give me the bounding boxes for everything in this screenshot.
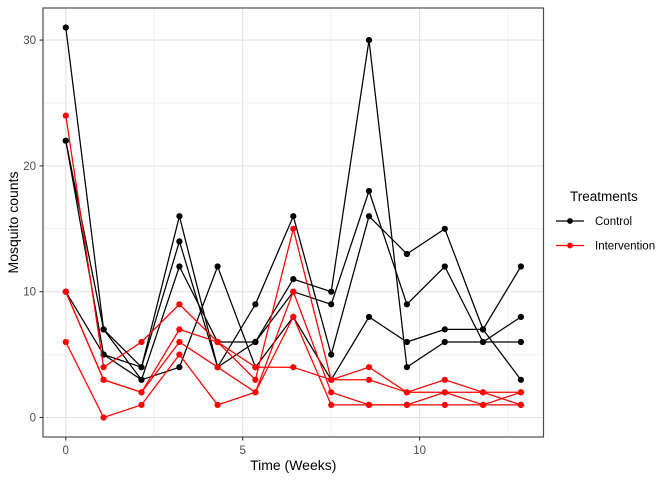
legend-label: Control <box>595 216 632 228</box>
data-point-control <box>403 250 410 258</box>
data-point-intervention <box>100 364 107 371</box>
data-point-control <box>176 364 183 371</box>
data-point-intervention <box>138 389 145 396</box>
data-point-control <box>176 213 183 220</box>
data-point-intervention <box>479 401 487 408</box>
data-point-control <box>517 263 525 270</box>
data-point-intervention <box>214 364 221 371</box>
data-point-control <box>138 364 145 371</box>
data-point-control <box>328 301 335 308</box>
data-point-intervention <box>252 364 259 371</box>
data-point-intervention <box>252 389 259 396</box>
data-point-intervention <box>290 313 297 320</box>
data-point-control <box>290 213 297 220</box>
data-point-control <box>479 326 487 333</box>
data-point-control <box>403 338 410 346</box>
data-point-intervention <box>176 301 183 308</box>
data-point-intervention <box>441 389 448 396</box>
data-point-intervention <box>214 338 221 346</box>
y-axis-tick-label: 0 <box>30 413 36 425</box>
data-point-intervention <box>252 376 259 383</box>
data-point-intervention <box>290 288 297 295</box>
data-point-intervention <box>138 401 145 408</box>
data-point-intervention <box>62 338 69 346</box>
data-point-control <box>517 376 525 383</box>
data-point-control <box>365 37 373 44</box>
legend-entry-control <box>556 218 584 224</box>
data-point-intervention <box>441 376 448 383</box>
data-point-control <box>252 338 259 346</box>
data-point-intervention <box>176 338 183 346</box>
legend-title: Treatments <box>570 189 638 204</box>
data-point-control <box>517 313 525 320</box>
y-axis-tick-label: 20 <box>23 161 36 173</box>
data-point-intervention <box>290 225 297 232</box>
data-point-control <box>100 326 107 333</box>
data-point-control <box>441 338 448 346</box>
data-point-control <box>252 301 259 308</box>
legend-entry-intervention <box>556 242 584 249</box>
data-point-intervention <box>441 401 448 408</box>
data-point-control <box>62 24 69 31</box>
data-point-control <box>517 338 525 346</box>
data-point-intervention <box>517 389 525 396</box>
data-point-intervention <box>365 364 373 371</box>
data-point-intervention <box>479 389 487 396</box>
data-point-intervention <box>328 401 335 408</box>
y-axis-tick-label: 30 <box>23 35 36 47</box>
data-point-intervention <box>290 364 297 371</box>
data-point-intervention <box>62 112 69 119</box>
data-point-intervention <box>138 338 145 346</box>
y-axis-tick-label: 10 <box>23 287 36 299</box>
x-axis-tick-label: 10 <box>413 445 426 457</box>
data-point-control <box>328 288 335 295</box>
data-point-intervention <box>365 401 373 408</box>
data-point-control <box>365 213 373 220</box>
data-point-intervention <box>517 401 525 408</box>
data-point-intervention <box>62 288 69 295</box>
data-point-control <box>365 313 373 320</box>
data-point-control <box>138 376 145 383</box>
data-point-intervention <box>403 401 410 408</box>
data-point-control <box>479 338 487 346</box>
data-point-control <box>62 137 69 144</box>
data-point-control <box>176 263 183 270</box>
data-point-intervention <box>176 351 183 358</box>
legend-label: Intervention <box>595 241 655 253</box>
data-point-control <box>328 351 335 358</box>
data-point-intervention <box>176 326 183 333</box>
data-point-control <box>365 187 373 195</box>
x-axis-tick-label: 0 <box>63 445 69 457</box>
x-axis-title: Time (Weeks) <box>250 457 336 473</box>
data-point-control <box>214 263 221 270</box>
data-point-control <box>403 364 410 371</box>
plot-panel <box>43 8 544 437</box>
legend-key-point <box>567 242 573 249</box>
data-point-control <box>441 326 448 333</box>
data-point-intervention <box>403 389 410 396</box>
panel-border <box>42 7 545 438</box>
legend-key-point <box>567 218 573 224</box>
y-axis-title: Mosquito counts <box>5 172 21 274</box>
data-point-control <box>176 238 183 245</box>
data-point-intervention <box>365 376 373 383</box>
data-point-intervention <box>100 376 107 383</box>
data-point-control <box>290 276 297 283</box>
x-axis-tick-label: 5 <box>239 445 245 457</box>
data-point-control <box>441 225 448 232</box>
data-point-intervention <box>328 376 335 383</box>
data-point-intervention <box>328 389 335 396</box>
data-point-intervention <box>100 414 107 421</box>
data-point-control <box>403 301 410 308</box>
data-point-control <box>441 263 448 270</box>
data-point-intervention <box>214 401 221 408</box>
